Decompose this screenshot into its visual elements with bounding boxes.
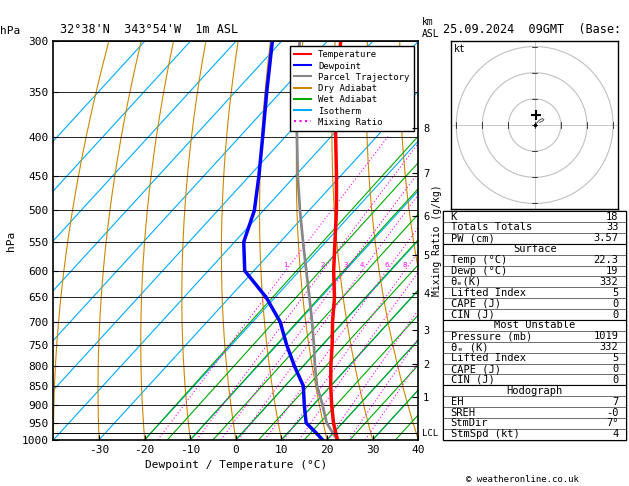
Text: 8: 8: [403, 261, 407, 268]
Text: 4: 4: [360, 261, 364, 268]
Text: Dewp (°C): Dewp (°C): [451, 266, 507, 276]
Text: 3.57: 3.57: [594, 233, 618, 243]
Text: 6: 6: [384, 261, 389, 268]
Text: Most Unstable: Most Unstable: [494, 320, 576, 330]
Text: CAPE (J): CAPE (J): [451, 364, 501, 374]
Text: 1: 1: [283, 261, 288, 268]
Legend: Temperature, Dewpoint, Parcel Trajectory, Dry Adiabat, Wet Adiabat, Isotherm, Mi: Temperature, Dewpoint, Parcel Trajectory…: [290, 46, 414, 131]
Text: 3: 3: [343, 261, 348, 268]
Text: 5: 5: [612, 288, 618, 298]
Text: 0: 0: [612, 364, 618, 374]
Text: kt: kt: [454, 44, 465, 54]
Text: θₑ (K): θₑ (K): [451, 342, 488, 352]
Text: CIN (J): CIN (J): [451, 310, 494, 320]
Text: 25.09.2024  09GMT  (Base: 12): 25.09.2024 09GMT (Base: 12): [443, 23, 629, 36]
Text: EH: EH: [451, 397, 463, 407]
Text: 2: 2: [320, 261, 325, 268]
Text: 22.3: 22.3: [594, 255, 618, 265]
Text: © weatheronline.co.uk: © weatheronline.co.uk: [465, 474, 579, 484]
Text: 18: 18: [606, 211, 618, 222]
Text: 7: 7: [612, 397, 618, 407]
Text: Temp (°C): Temp (°C): [451, 255, 507, 265]
Text: 1019: 1019: [594, 331, 618, 341]
X-axis label: Dewpoint / Temperature (°C): Dewpoint / Temperature (°C): [145, 460, 327, 470]
Text: 33: 33: [606, 223, 618, 232]
Y-axis label: hPa: hPa: [6, 230, 16, 251]
Bar: [443, 320, 626, 385]
Text: CIN (J): CIN (J): [451, 375, 494, 385]
Text: 5: 5: [612, 353, 618, 363]
Text: Hodograph: Hodograph: [506, 386, 563, 396]
Text: StmDir: StmDir: [451, 418, 488, 429]
Text: Pressure (mb): Pressure (mb): [451, 331, 532, 341]
Text: 0: 0: [612, 299, 618, 309]
Text: 0: 0: [612, 375, 618, 385]
Text: Lifted Index: Lifted Index: [451, 288, 526, 298]
Y-axis label: Mixing Ratio (g/kg): Mixing Ratio (g/kg): [432, 185, 442, 296]
Text: 4: 4: [612, 430, 618, 439]
Text: 332: 332: [600, 277, 618, 287]
Text: 7°: 7°: [606, 418, 618, 429]
Text: Totals Totals: Totals Totals: [451, 223, 532, 232]
Text: Lifted Index: Lifted Index: [451, 353, 526, 363]
Bar: [443, 244, 626, 320]
Text: 32°38'N  343°54'W  1m ASL: 32°38'N 343°54'W 1m ASL: [60, 23, 238, 36]
Text: -0: -0: [606, 408, 618, 417]
Text: hPa: hPa: [0, 26, 20, 36]
Text: km
ASL: km ASL: [421, 17, 439, 39]
Text: K: K: [451, 211, 457, 222]
Bar: [443, 211, 626, 244]
Text: StmSpd (kt): StmSpd (kt): [451, 430, 520, 439]
Text: Surface: Surface: [513, 244, 557, 254]
Text: 332: 332: [600, 342, 618, 352]
Bar: [443, 385, 626, 440]
Text: 0: 0: [612, 310, 618, 320]
Text: 19: 19: [606, 266, 618, 276]
Text: LCL: LCL: [422, 429, 438, 437]
Text: θₑ(K): θₑ(K): [451, 277, 482, 287]
Text: PW (cm): PW (cm): [451, 233, 494, 243]
Text: SREH: SREH: [451, 408, 476, 417]
Text: CAPE (J): CAPE (J): [451, 299, 501, 309]
